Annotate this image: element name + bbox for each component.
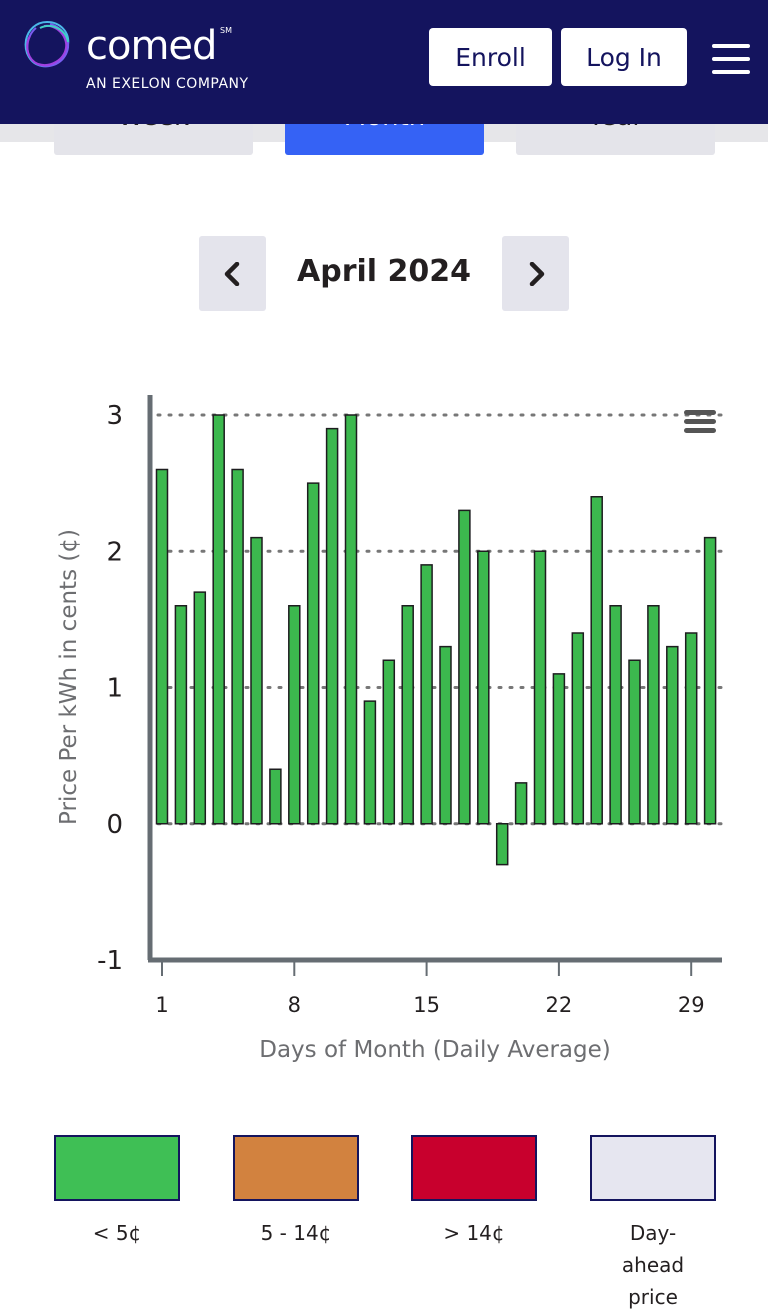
legend-label: < 5¢ <box>92 1221 142 1245</box>
legend-label: 5 - 14¢ <box>260 1221 332 1245</box>
legend-item: > 14¢ <box>411 1135 537 1249</box>
price-bar-chart: 3 2 1 0 -1 1 8 15 22 29 Price Per kWh in cents (… <box>56 395 724 1063</box>
legend-label: > 14¢ <box>443 1221 505 1245</box>
logo-subtitle: AN EXELON COMPANY <box>86 76 249 92</box>
chart-bar-day-16[interactable] <box>439 645 452 825</box>
legend-swatch <box>233 1135 359 1201</box>
current-month-label: April 2024 <box>297 254 471 289</box>
chart-axes <box>147 395 722 963</box>
x-tick-label: 8 <box>288 993 301 1017</box>
chart-bar-day-4[interactable] <box>212 414 225 825</box>
legend-item: < 5¢ <box>54 1135 180 1249</box>
y-tick-label: 0 <box>106 810 123 840</box>
chart-bar-day-18[interactable] <box>477 550 490 825</box>
chart-bar-day-20[interactable] <box>514 782 528 825</box>
previous-month-button[interactable] <box>199 236 266 311</box>
chart-bar-day-28[interactable] <box>666 645 679 825</box>
chart-bar-day-1[interactable] <box>155 468 169 825</box>
chart-menu-icon[interactable] <box>684 410 716 433</box>
chart-bar-day-27[interactable] <box>647 605 660 825</box>
x-tick-label: 15 <box>413 993 440 1017</box>
legend-swatch <box>590 1135 716 1201</box>
next-month-button[interactable] <box>502 236 569 311</box>
chart-bar-day-23[interactable] <box>571 632 585 825</box>
y-axis-ticks: 3 2 1 0 -1 <box>97 401 123 976</box>
chart-bar-day-17[interactable] <box>458 509 471 825</box>
chart-bar-day-29[interactable] <box>684 632 698 825</box>
chevron-left-icon <box>224 262 240 286</box>
chart-bar-day-12[interactable] <box>363 700 377 825</box>
chart-bar-day-8[interactable] <box>288 605 301 825</box>
chart-bar-day-21[interactable] <box>533 550 547 825</box>
login-button[interactable]: Log In <box>561 28 687 86</box>
chart-bar-day-10[interactable] <box>325 427 339 825</box>
chevron-right-icon <box>529 262 545 286</box>
y-tick-label: -1 <box>97 946 123 976</box>
logo-wordmark: comed <box>86 23 217 69</box>
chart-bar-day-25[interactable] <box>609 605 622 825</box>
chart-bar-day-2[interactable] <box>174 605 188 825</box>
legend-label: Day-ahead price <box>621 1221 685 1309</box>
x-tick-label: 29 <box>678 993 705 1017</box>
x-axis-ticks: 1 8 15 22 29 <box>155 962 705 1017</box>
x-axis-label: Days of Month (Daily Average) <box>259 1037 611 1063</box>
chart-bar-day-6[interactable] <box>250 536 263 825</box>
legend-item: 5 - 14¢ <box>233 1135 359 1249</box>
hamburger-menu-icon[interactable] <box>712 44 750 74</box>
comed-logo[interactable]: comed SM AN EXELON COMPANY <box>20 18 270 108</box>
chart-bar-day-24[interactable] <box>590 496 603 825</box>
chart-bar-day-19[interactable] <box>495 823 509 866</box>
chart-bar-day-11[interactable] <box>344 414 358 825</box>
chart-bar-day-13[interactable] <box>382 659 396 825</box>
chart-bar-day-22[interactable] <box>552 673 566 825</box>
chart-bar-day-3[interactable] <box>193 591 207 825</box>
x-tick-label: 22 <box>546 993 573 1017</box>
y-tick-label: 1 <box>106 674 123 704</box>
logo-servicemark: SM <box>220 26 232 35</box>
enroll-button[interactable]: Enroll <box>429 28 552 86</box>
x-tick-label: 1 <box>155 993 168 1017</box>
chart-bar-day-15[interactable] <box>420 564 433 825</box>
chart-bar-day-5[interactable] <box>231 468 244 825</box>
y-axis-label: Price Per kWh in cents (¢) <box>56 529 82 825</box>
site-header: comed SM AN EXELON COMPANY Enroll Log In <box>0 0 768 124</box>
y-tick-label: 3 <box>106 401 123 431</box>
legend-swatch <box>411 1135 537 1201</box>
y-tick-label: 2 <box>106 537 123 567</box>
chart-bar-day-9[interactable] <box>306 482 320 825</box>
legend-item: Day-ahead price <box>590 1135 716 1313</box>
comed-logo-icon <box>24 20 70 68</box>
chart-bar-day-26[interactable] <box>628 659 641 825</box>
chart-bar-day-7[interactable] <box>269 768 282 825</box>
chart-bar-day-30[interactable] <box>703 536 717 825</box>
legend-swatch <box>54 1135 180 1201</box>
chart-bars <box>155 414 717 866</box>
chart-bar-day-14[interactable] <box>401 605 414 825</box>
